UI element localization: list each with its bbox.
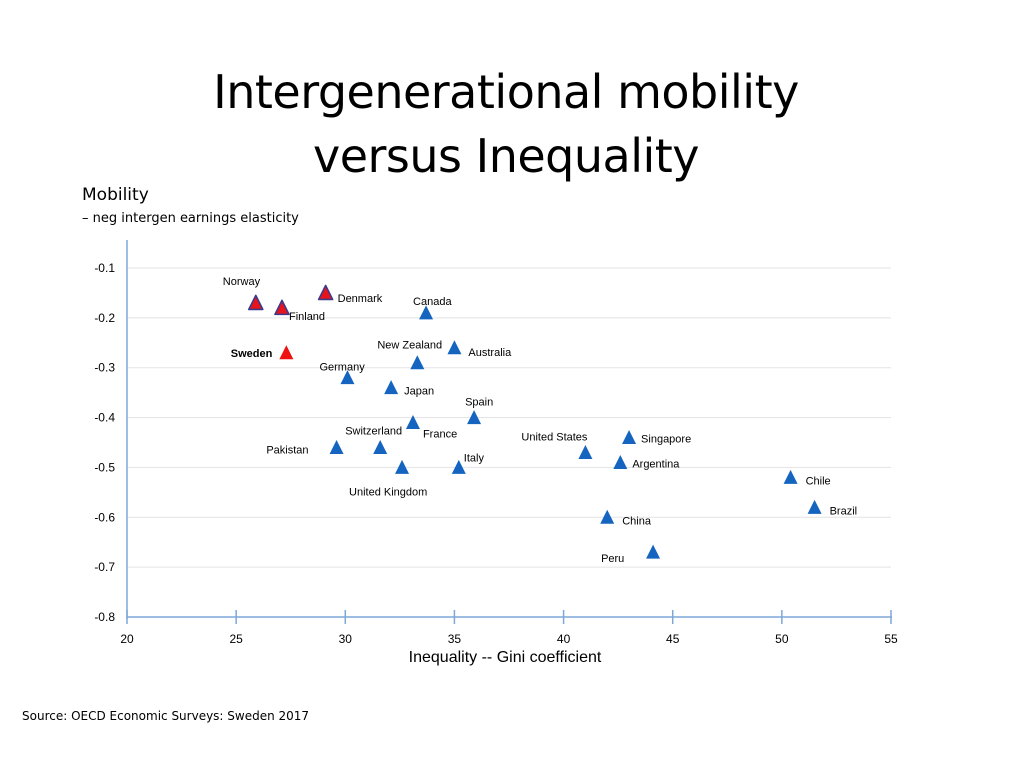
y-tick-label: -0.6 bbox=[94, 510, 115, 524]
point-label: New Zealand bbox=[377, 340, 442, 352]
point-label: Finland bbox=[289, 311, 325, 323]
data-point-japan bbox=[384, 380, 399, 395]
x-tick-label: 20 bbox=[120, 632, 134, 646]
y-tick-label: -0.7 bbox=[94, 560, 115, 574]
data-point-australia bbox=[447, 340, 462, 355]
data-point-finland bbox=[274, 299, 290, 316]
data-point-brazil bbox=[807, 499, 822, 514]
data-point-italy bbox=[451, 459, 466, 474]
point-label: Switzerland bbox=[345, 425, 402, 437]
data-point-sweden bbox=[279, 345, 294, 360]
point-labels: Norway Denmark Finland Sweden Canada New Zeal… bbox=[223, 276, 857, 565]
y-axis-title: Mobility bbox=[82, 185, 149, 205]
data-point-argentina bbox=[613, 454, 628, 469]
data-point-germany bbox=[340, 370, 355, 385]
slide-title: Intergenerational mobility versus Inequa… bbox=[0, 60, 1012, 188]
data-point-peru bbox=[646, 544, 661, 559]
point-label: Norway bbox=[223, 276, 261, 288]
point-label: China bbox=[622, 515, 652, 527]
point-label: Peru bbox=[601, 553, 624, 565]
point-label: Denmark bbox=[338, 293, 383, 305]
x-tick-label: 40 bbox=[557, 632, 571, 646]
data-point-canada bbox=[419, 305, 434, 320]
title-line-1: Intergenerational mobility bbox=[213, 65, 799, 119]
point-label: Brazil bbox=[830, 505, 858, 517]
data-point-united-states bbox=[578, 444, 593, 459]
point-label: Spain bbox=[465, 397, 493, 409]
x-tick-label: 30 bbox=[339, 632, 353, 646]
point-label: United Kingdom bbox=[349, 486, 427, 498]
point-label: Pakistan bbox=[266, 444, 308, 456]
y-tick-label: -0.2 bbox=[94, 311, 115, 325]
data-point-pakistan bbox=[329, 439, 344, 454]
point-label: Australia bbox=[468, 347, 512, 359]
x-tick-label: 35 bbox=[448, 632, 462, 646]
title-line-2: versus Inequality bbox=[312, 129, 700, 183]
axes: -0.1 -0.2 -0.3 -0.4 -0.5 -0.6 -0.7 -0.8 20 25 30 35… bbox=[94, 240, 898, 646]
gridlines bbox=[127, 267, 891, 568]
y-tick-label: -0.5 bbox=[94, 460, 115, 474]
point-label: United States bbox=[521, 431, 588, 443]
point-label: Argentina bbox=[632, 458, 680, 470]
data-point-switzerland bbox=[373, 439, 388, 454]
point-label: Singapore bbox=[641, 434, 691, 446]
point-label: Sweden bbox=[231, 348, 273, 360]
y-tick-label: -0.8 bbox=[94, 610, 115, 624]
data-point-denmark bbox=[317, 284, 334, 301]
y-tick-label: -0.3 bbox=[94, 361, 115, 375]
source-note: Source: OECD Economic Surveys: Sweden 20… bbox=[22, 709, 310, 723]
data-point-norway bbox=[247, 294, 264, 311]
data-point-singapore bbox=[622, 430, 637, 445]
point-label: Canada bbox=[413, 296, 452, 308]
y-tick-label: -0.4 bbox=[94, 411, 115, 425]
x-tick-label: 25 bbox=[229, 632, 243, 646]
data-point-france bbox=[405, 415, 420, 430]
data-point-new-zealand bbox=[410, 355, 425, 370]
data-point-china bbox=[600, 509, 615, 524]
point-label: Italy bbox=[464, 452, 485, 464]
x-tick-label: 50 bbox=[775, 632, 789, 646]
data-point-united-kingdom bbox=[395, 459, 410, 474]
data-point-chile bbox=[783, 469, 798, 484]
data-points bbox=[247, 284, 822, 559]
data-point-spain bbox=[467, 410, 482, 425]
x-tick-label: 55 bbox=[884, 632, 898, 646]
y-axis-subtitle: – neg intergen earnings elasticity bbox=[82, 211, 299, 226]
x-tick-label: 45 bbox=[666, 632, 680, 646]
point-label: Japan bbox=[404, 386, 434, 398]
point-label: Chile bbox=[806, 475, 831, 487]
y-tick-label: -0.1 bbox=[94, 261, 115, 275]
point-label: France bbox=[423, 429, 457, 441]
x-axis-title: Inequality -- Gini coefficient bbox=[409, 649, 602, 666]
point-label: Germany bbox=[319, 362, 365, 374]
